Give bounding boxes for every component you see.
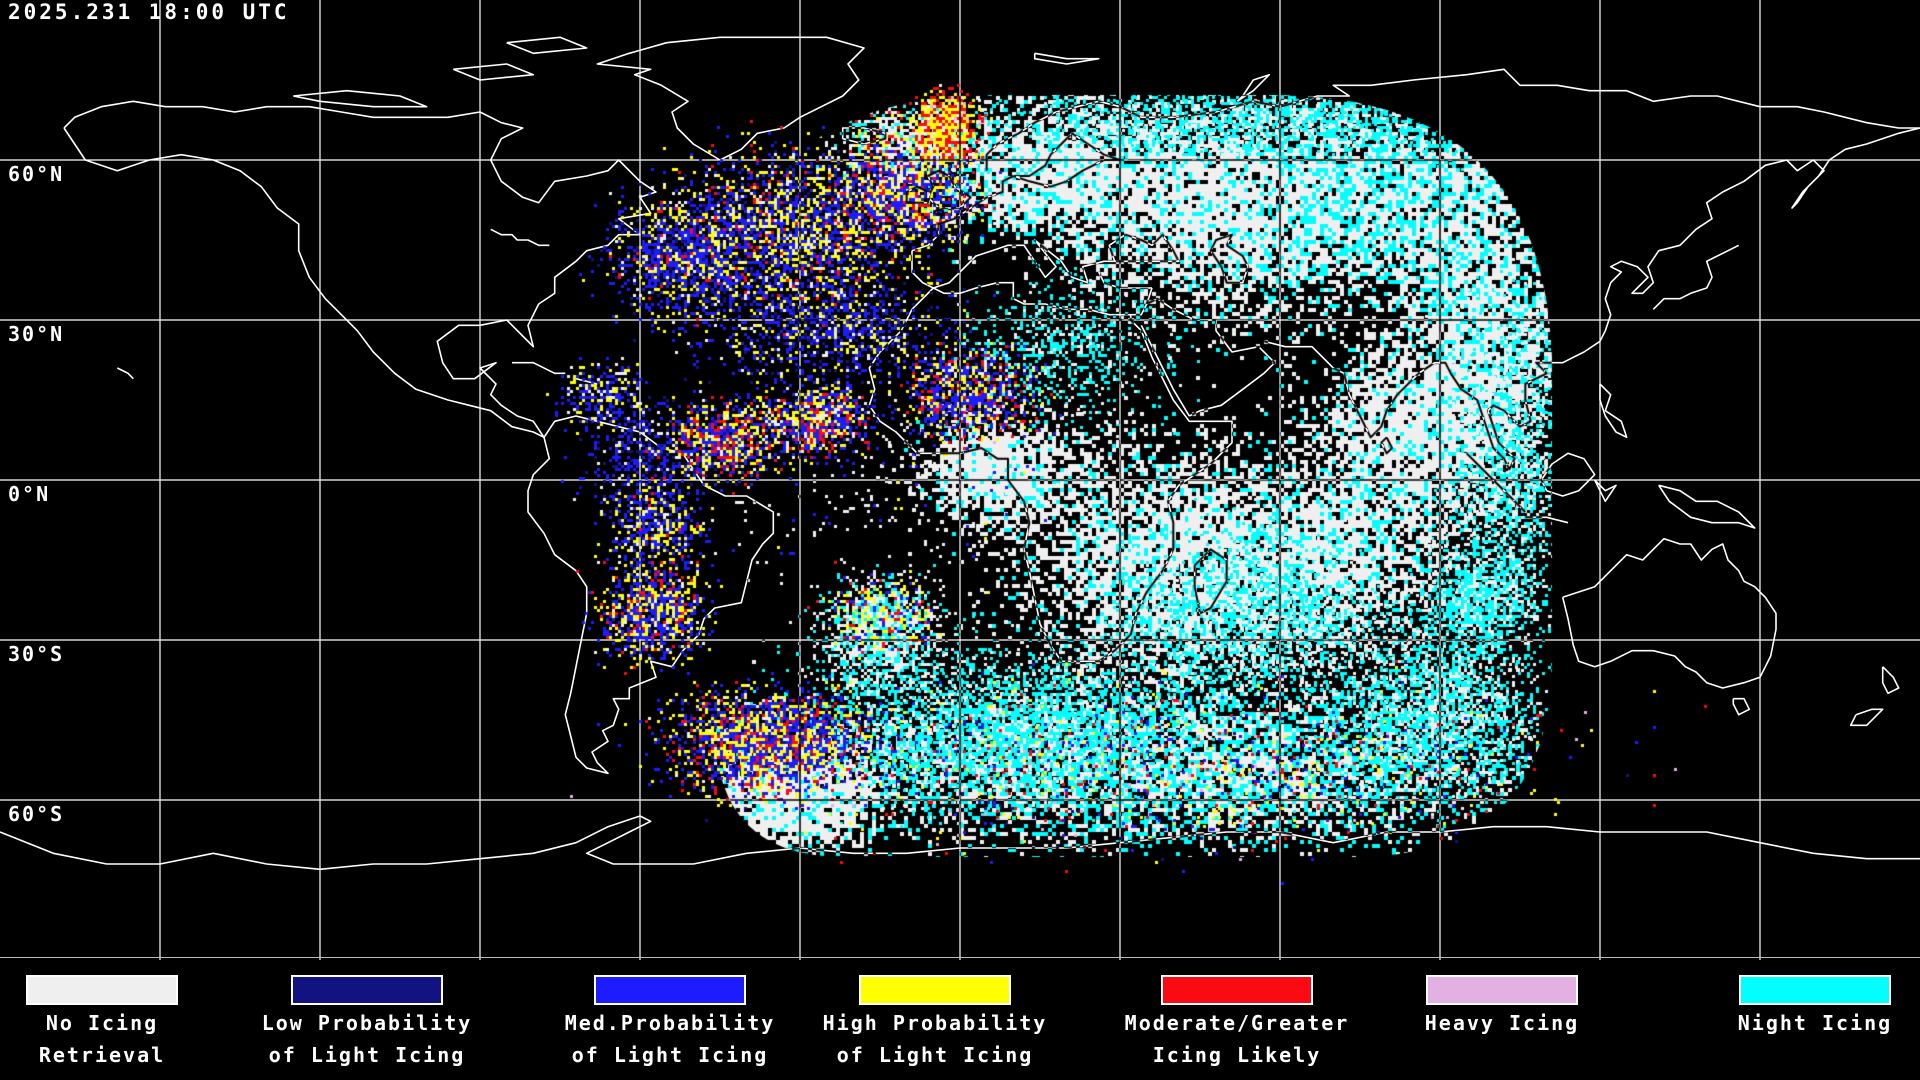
legend-swatch-no-icing — [26, 975, 178, 1005]
legend-entry-night: Night Icing — [1660, 960, 1920, 1080]
lat-label-30n: 30°N — [8, 322, 65, 346]
legend-label: of Light Icing — [836, 1043, 1034, 1067]
legend-label: Moderate/Greater — [1124, 1011, 1350, 1035]
legend-entry-no-icing: No Icing Retrieval — [0, 960, 257, 1080]
legend-entry-med-prob: Med.Probability of Light Icing — [515, 960, 825, 1080]
lat-label-30s: 30°S — [8, 642, 65, 666]
timestamp: 2025.231 18:00 UTC — [8, 0, 290, 24]
lat-label-60s: 60°S — [8, 802, 65, 826]
legend-swatch-med-prob — [594, 975, 746, 1005]
legend-label: of Light Icing — [571, 1043, 769, 1067]
icing-map: 2025.231 18:00 UTC 60°N 30°N 0°N 30°S 60… — [0, 0, 1920, 960]
legend-label: No Icing — [45, 1011, 159, 1035]
legend-entry-moderate: Moderate/Greater Icing Likely — [1082, 960, 1392, 1080]
legend-swatch-moderate — [1161, 975, 1313, 1005]
legend-entry-high-prob: High Probability of Light Icing — [780, 960, 1090, 1080]
legend-label: Heavy Icing — [1424, 1011, 1580, 1035]
lat-label-0n: 0°N — [8, 482, 51, 506]
legend-label: Retrieval — [38, 1043, 166, 1067]
legend-swatch-night — [1739, 975, 1891, 1005]
legend-swatch-heavy — [1426, 975, 1578, 1005]
legend-swatch-low-prob — [291, 975, 443, 1005]
legend: No Icing Retrieval Low Probability of Li… — [0, 960, 1920, 1080]
legend-entry-heavy: Heavy Icing — [1347, 960, 1657, 1080]
legend-label: of Light Icing — [268, 1043, 466, 1067]
icing-data-layer — [0, 0, 1920, 960]
legend-label: High Probability — [822, 1011, 1048, 1035]
legend-entry-low-prob: Low Probability of Light Icing — [212, 960, 522, 1080]
legend-label: Icing Likely — [1152, 1043, 1322, 1067]
legend-swatch-high-prob — [859, 975, 1011, 1005]
legend-label: Low Probability — [261, 1011, 473, 1035]
legend-label: Night Icing — [1737, 1011, 1893, 1035]
legend-label: Med.Probability — [564, 1011, 776, 1035]
lat-label-60n: 60°N — [8, 162, 65, 186]
